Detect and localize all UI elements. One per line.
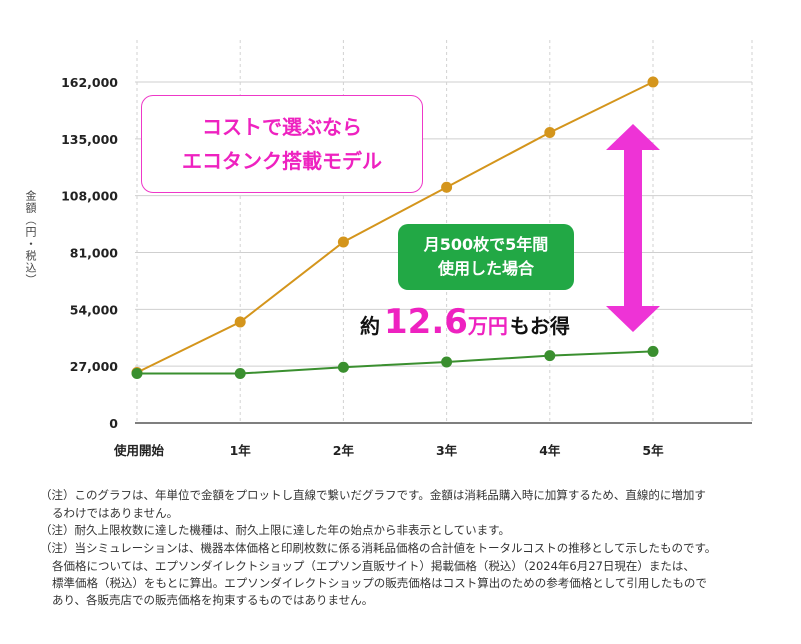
savings-unit: 万円 [467, 314, 508, 338]
double-arrow [606, 124, 660, 332]
data-point [234, 316, 246, 328]
y-tick-label: 108,000 [61, 189, 118, 204]
y-axis-label: 金額（円・税込） [24, 190, 37, 286]
data-point [647, 76, 659, 88]
badge-line-2: 使用した場合 [437, 259, 534, 278]
y-tick-label: 162,000 [61, 75, 118, 90]
savings-suffix: もお得 [509, 314, 570, 338]
x-tick-label: 1年 [230, 443, 252, 458]
footnote-3-cont-3: あり、各販売店での販売価格を拘束するものではありません。 [52, 593, 374, 607]
y-tick-label: 0 [109, 416, 118, 431]
data-point [441, 181, 453, 193]
footnote-1-cont: るわけではありません。 [52, 506, 179, 520]
savings-prefix: 約 [360, 314, 380, 338]
data-point [544, 127, 556, 139]
x-tick-label: 4年 [539, 443, 561, 458]
series-line-1 [136, 81, 654, 374]
badge-line-1: 月500枚で5年間 [423, 235, 549, 254]
y-tick-label: 54,000 [70, 302, 119, 317]
x-tick-label: 使用開始 [113, 443, 165, 458]
promo-line-2: エコタンク搭載モデル [182, 149, 382, 173]
promo-box: コストで選ぶなら エコタンク搭載モデル [141, 95, 423, 193]
data-point [131, 368, 143, 380]
x-tick-label: 3年 [436, 443, 458, 458]
footnote-2: （注）耐久上限枚数に達した機種は、耐久上限に達した年の始点から非表示としています… [40, 523, 510, 537]
data-point [544, 350, 556, 362]
savings-amount: 12.6 [384, 302, 468, 342]
data-point [337, 236, 349, 248]
data-point [234, 368, 246, 380]
x-tick-label: 5年 [642, 443, 664, 458]
data-point [337, 361, 349, 373]
footnote-3-cont-2: 標準価格（税込）をもとに算出。エプソンダイレクトショップの販売価格はコスト算出の… [52, 576, 707, 590]
data-point [441, 356, 453, 368]
cost-line-chart: 0 27,000 54,000 81,000 108,000 135,000 162,000… [61, 40, 753, 458]
y-tick-label: 27,000 [70, 359, 119, 374]
y-tick-label: 81,000 [70, 246, 119, 261]
footnotes: （注）このグラフは、年単位で金額をプロットし直線で繋いだグラフです。金額は消耗品… [40, 487, 780, 609]
promo-line-1: コストで選ぶなら [202, 115, 362, 139]
series-line-2 [137, 350, 654, 375]
usage-condition-badge: 月500枚で5年間 使用した場合 [398, 224, 574, 290]
footnote-1: （注）このグラフは、年単位で金額をプロットし直線で繋いだグラフです。金額は消耗品… [40, 488, 706, 502]
footnote-3: （注）当シミュレーションは、機器本体価格と印刷枚数に係る消耗品価格の合計値をトー… [40, 541, 717, 555]
footnote-3-cont-1: 各価格については、エプソンダイレクトショップ（エプソン直販サイト）掲載価格（税込… [52, 559, 695, 573]
x-tick-label: 2年 [333, 443, 355, 458]
savings-callout: 約 12.6 万円 もお得 [360, 302, 570, 346]
data-point [647, 345, 659, 357]
y-tick-label: 135,000 [61, 132, 118, 147]
